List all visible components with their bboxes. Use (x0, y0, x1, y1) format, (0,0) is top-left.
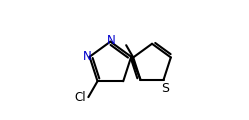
Text: Cl: Cl (75, 91, 86, 104)
Text: S: S (161, 82, 169, 95)
Text: N: N (107, 34, 116, 47)
Text: N: N (83, 50, 92, 63)
